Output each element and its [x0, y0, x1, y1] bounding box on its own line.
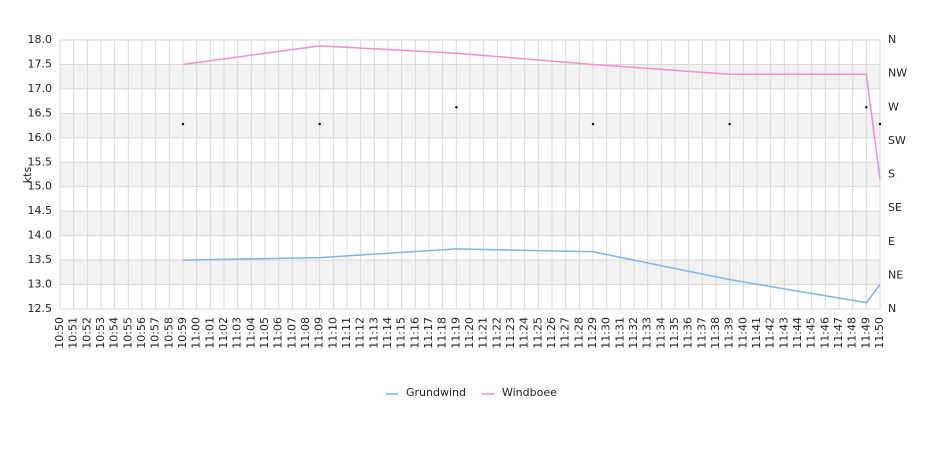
x-tick-label: 11:29 [586, 317, 599, 349]
x-tick-label: 11:34 [654, 317, 667, 349]
y2-tick-label: N [888, 33, 896, 46]
x-tick-label: 11:33 [641, 317, 654, 349]
x-tick-label: 11:39 [723, 317, 736, 349]
x-tick-label: 11:20 [463, 317, 476, 349]
y-tick-label: 16.0 [28, 131, 53, 144]
y2-tick-label: SW [888, 134, 906, 147]
x-tick-label: 11:37 [695, 317, 708, 349]
direction-point [878, 122, 882, 126]
x-tick-label: 11:15 [395, 317, 408, 349]
x-tick-label: 11:32 [627, 317, 640, 349]
x-tick-label: 10:52 [80, 317, 93, 349]
x-tick-label: 11:21 [477, 317, 490, 349]
x-tick-label: 11:25 [531, 317, 544, 349]
x-tick-label: 11:31 [613, 317, 626, 349]
x-tick-label: 10:50 [53, 317, 66, 349]
x-tick-label: 11:00 [190, 317, 203, 349]
x-tick-label: 11:48 [846, 317, 859, 349]
y-tick-label: 14.5 [28, 204, 53, 217]
y-tick-label: 14.0 [28, 229, 53, 242]
y-tick-label: 15.5 [28, 155, 53, 168]
x-tick-label: 10:58 [162, 317, 175, 349]
x-tick-label: 11:41 [750, 317, 763, 349]
x-tick-label: 11:12 [354, 317, 367, 349]
x-tick-label: 10:56 [135, 317, 148, 349]
y2-tick-label: N [888, 302, 896, 315]
x-tick-label: 11:02 [217, 317, 230, 349]
y2-tick-label: SE [888, 201, 902, 214]
x-tick-label: 11:06 [272, 317, 285, 349]
x-tick-label: 11:24 [518, 317, 531, 349]
x-tick-label: 11:35 [668, 317, 681, 349]
x-tick-label: 11:43 [777, 317, 790, 349]
x-tick-label: 11:13 [367, 317, 380, 349]
x-tick-label: 11:18 [436, 317, 449, 349]
x-tick-label: 11:50 [873, 317, 886, 349]
x-tick-label: 11:05 [258, 317, 271, 349]
y-tick-label: 18.0 [28, 33, 53, 46]
x-tick-label: 11:10 [326, 317, 339, 349]
x-tick-label: 11:26 [545, 317, 558, 349]
x-tick-label: 11:03 [231, 317, 244, 349]
x-tick-label: 11:08 [299, 317, 312, 349]
x-tick-label: 11:45 [805, 317, 818, 349]
x-tick-label: 10:55 [121, 317, 134, 349]
x-tick-label: 11:49 [859, 317, 872, 349]
x-tick-label: 10:59 [176, 317, 189, 349]
direction-point [455, 106, 458, 109]
y2-tick-label: S [888, 168, 895, 181]
line-series [182, 248, 881, 304]
x-tick-label: 11:16 [408, 317, 421, 349]
x-tick-label: 11:27 [559, 317, 572, 349]
y-tick-label: 17.0 [28, 82, 53, 95]
x-tick-label: 11:19 [449, 317, 462, 349]
y2-tick-label: E [888, 235, 895, 248]
x-tick-label: 11:22 [490, 317, 503, 349]
y-tick-label: 16.5 [28, 106, 53, 119]
direction-point [865, 106, 868, 109]
x-tick-label: 11:14 [381, 317, 394, 349]
x-tick-label: 11:07 [285, 317, 298, 349]
direction-point [181, 122, 185, 126]
y2-tick-label: NW [888, 67, 907, 80]
x-tick-label: 11:38 [709, 317, 722, 349]
direction-point [591, 122, 595, 126]
x-tick-label: 10:53 [94, 317, 107, 349]
x-tick-label: 11:11 [340, 317, 353, 349]
x-tick-label: 11:36 [682, 317, 695, 349]
y2-tick-label: NE [888, 268, 903, 281]
direction-point [728, 122, 731, 126]
legend-label: Grundwind [406, 386, 466, 399]
y2-tick-label: W [888, 100, 899, 113]
x-tick-label: 11:42 [764, 317, 777, 349]
x-tick-label: 11:23 [504, 317, 517, 349]
x-tick-label: 11:40 [736, 317, 749, 349]
x-tick-label: 11:01 [203, 317, 216, 349]
x-tick-label: 11:04 [244, 317, 257, 349]
x-tick-label: 10:57 [149, 317, 162, 349]
y-tick-label: 12.5 [28, 302, 53, 315]
legend-label: Windboee [502, 386, 557, 399]
x-tick-label: 11:47 [832, 317, 845, 349]
y-tick-label: 13.5 [28, 253, 53, 266]
x-tick-label: 11:28 [572, 317, 585, 349]
x-tick-label: 11:44 [791, 317, 804, 349]
line-series [182, 45, 881, 180]
direction-point [318, 122, 321, 126]
x-tick-label: 11:09 [313, 317, 326, 349]
y-tick-label: 13.0 [28, 278, 53, 291]
x-tick-label: 10:51 [67, 317, 80, 349]
y-axis-title: kts [21, 167, 34, 184]
x-tick-label: 11:46 [818, 317, 831, 349]
y-tick-label: 17.5 [28, 57, 53, 70]
x-tick-label: 11:17 [422, 317, 435, 349]
x-tick-label: 10:54 [108, 317, 121, 349]
x-tick-label: 11:30 [600, 317, 613, 349]
y-tick-label: 15.0 [28, 180, 53, 193]
